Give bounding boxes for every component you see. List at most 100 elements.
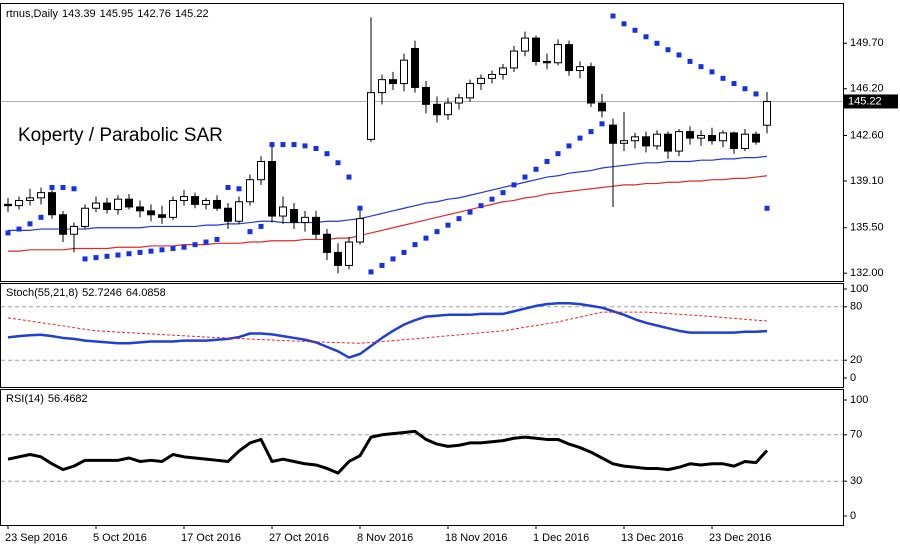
y-tick-label: 135.50 (850, 222, 884, 234)
sar-dot (126, 251, 132, 257)
candle-body (576, 66, 584, 72)
indicator-line (7, 301, 768, 359)
sar-dot (71, 186, 77, 192)
sar-dot (467, 209, 473, 215)
candle-body (169, 199, 177, 218)
sar-dot (148, 248, 154, 254)
candle-body (312, 216, 320, 235)
x-tick-label: 8 Nov 2016 (357, 532, 413, 544)
sar-dot (368, 269, 374, 275)
candle-body (26, 197, 34, 201)
sar-dot (247, 229, 253, 235)
candle-body (455, 97, 463, 104)
ohlc-value: 145.22 (175, 8, 209, 20)
candle-body (268, 160, 276, 217)
y-tick-label: 139.10 (850, 175, 884, 187)
candle-body (763, 100, 771, 126)
ma-line (8, 155, 768, 231)
sar-dot (313, 145, 319, 151)
panel-frame (0, 283, 844, 388)
sar-dot (214, 236, 220, 242)
sar-dot (5, 230, 11, 236)
sar-dot (159, 247, 165, 253)
x-tick-label: 23 Dec 2016 (709, 532, 771, 544)
candle-body (345, 241, 353, 266)
price-label-bg (844, 94, 898, 109)
sar-dot (324, 151, 330, 157)
x-tick-label: 27 Oct 2016 (269, 532, 329, 544)
candle-body (301, 216, 309, 224)
sar-dot (478, 203, 484, 209)
candle-body (752, 133, 760, 143)
sar-dot (49, 184, 55, 190)
candle-body (631, 136, 639, 142)
candle-body (741, 133, 749, 149)
candle-body (422, 86, 430, 105)
candle-body (389, 79, 397, 85)
y-tick-label: 30 (850, 475, 862, 487)
candle-body (554, 44, 562, 64)
candle-body (15, 199, 23, 207)
sar-dot (500, 190, 506, 196)
candle-body (147, 210, 155, 216)
y-tick-label: 20 (850, 354, 862, 366)
sar-dot (610, 13, 616, 19)
candle-body (191, 196, 199, 205)
candle-body (477, 77, 485, 85)
candle-body (587, 66, 595, 104)
sar-dot (137, 249, 143, 255)
price-label: 145.22 (848, 95, 882, 107)
sar-dot (60, 184, 66, 190)
sar-dot (16, 226, 22, 232)
chart-title: rtnus,Daily (6, 8, 58, 20)
sar-dot (170, 246, 176, 252)
sar-dot (742, 86, 748, 92)
candle-body (642, 136, 650, 147)
candle-body (532, 37, 540, 62)
sar-dot (379, 262, 385, 268)
sar-dot (753, 91, 759, 97)
panel-frame (0, 389, 844, 526)
candle-body (697, 135, 705, 139)
sar-dot (511, 182, 517, 188)
annotation: Koperty / Parabolic SAR (18, 125, 223, 146)
sar-dot (181, 244, 187, 250)
x-tick-label: 1 Dec 2016 (533, 532, 589, 544)
candle-body (279, 206, 287, 217)
sar-dot (588, 129, 594, 135)
candle-body (37, 192, 45, 199)
candle-body (136, 206, 144, 212)
y-tick-label: 142.60 (850, 129, 884, 141)
candle-body (180, 196, 188, 201)
candle-body (466, 83, 474, 99)
sar-dot (93, 255, 99, 261)
sar-dot (38, 214, 44, 220)
y-tick-label: 100 (850, 394, 868, 406)
candle-body (356, 218, 364, 243)
sar-dot (291, 142, 297, 148)
candle-body (521, 37, 529, 52)
sar-dot (654, 40, 660, 46)
candle-body (499, 67, 507, 75)
candle-body (81, 207, 89, 227)
x-tick-label: 23 Sep 2016 (5, 532, 67, 544)
sar-dot (357, 205, 363, 211)
y-tick-label: 80 (850, 301, 862, 313)
x-tick-label: 5 Oct 2016 (93, 532, 147, 544)
sar-dot (258, 223, 264, 229)
candle-body (543, 60, 551, 64)
candle-body (103, 202, 111, 211)
candle-body (202, 199, 210, 205)
candle-body (224, 207, 232, 222)
sar-dot (720, 75, 726, 81)
sar-dot (643, 34, 649, 40)
sar-dot (302, 143, 308, 149)
sar-dot (269, 142, 275, 148)
candle-body (664, 133, 672, 152)
sar-dot (687, 58, 693, 64)
indicator-title: Stoch(55,21,8) (6, 287, 78, 299)
candle-body (257, 160, 265, 181)
y-tick-label: 100 (850, 283, 868, 295)
